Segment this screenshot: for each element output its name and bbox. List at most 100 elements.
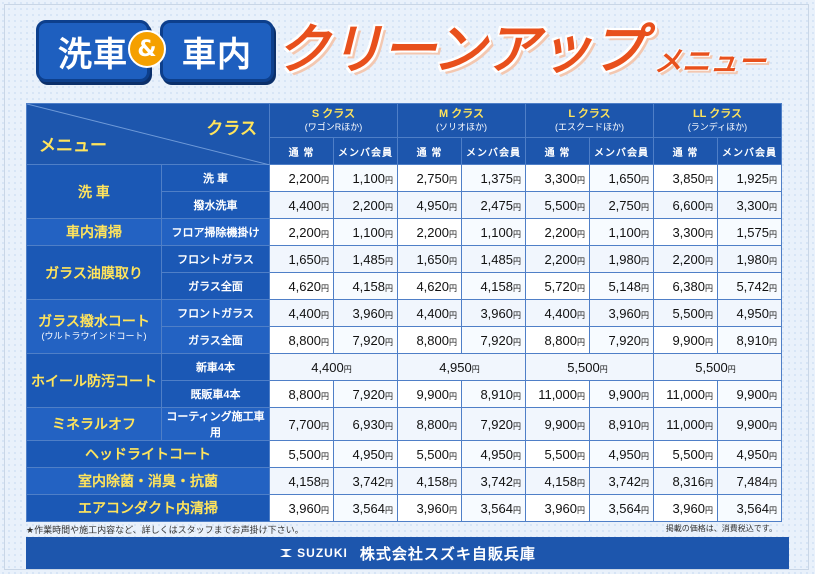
price-value: 5,500 [544,446,577,462]
menu-category: ガラス油膜取り [26,245,162,300]
yen-unit: 円 [321,478,329,488]
price-cell: 4,158円 [525,467,590,495]
class-sub: (ランディほか) [687,121,748,132]
yen-unit: 円 [513,391,521,401]
menu-category: ヘッドライトコート [26,440,270,468]
price-value: 3,564 [480,500,513,516]
price-cell: 1,100円 [333,218,398,246]
menu-subcategory-label: 新車4本 [195,362,236,374]
yen-unit: 円 [449,256,457,266]
price-cell: 9,900円 [525,407,590,441]
price-cell: 3,960円 [461,299,526,327]
price-value: 8,800 [416,416,449,432]
price-cell: 4,158円 [461,272,526,300]
price-cell: 2,750円 [589,191,654,219]
price-value: 4,950 [736,446,769,462]
price-cell: 8,910円 [589,407,654,441]
price-value: 5,148 [608,278,641,294]
price-value: 3,564 [608,500,641,516]
price-cell: 6,930円 [333,407,398,441]
price-value: 1,375 [480,170,513,186]
price-value: 2,200 [416,224,449,240]
price-cell: 7,920円 [461,326,526,354]
menu-subcategory-label: 洗 車 [202,173,229,185]
yen-unit: 円 [769,310,777,320]
price-cell: 1,100円 [589,218,654,246]
price-cell: 4,620円 [269,272,334,300]
price-value: 4,950 [439,359,472,375]
price-cell: 2,200円 [525,218,590,246]
price-cell: 2,200円 [653,245,718,273]
yen-unit: 円 [449,421,457,431]
regular-price-header: 通 常 [653,137,718,165]
price-cell: 8,800円 [397,407,462,441]
menu-subcategory: 洗 車 [161,164,270,192]
price-cell: 1,100円 [333,164,398,192]
menu-subcategory: ガラス全面 [161,326,270,354]
price-cell: 9,900円 [653,326,718,354]
yen-unit: 円 [769,478,777,488]
price-value: 2,200 [544,224,577,240]
price-cell: 3,300円 [653,218,718,246]
yen-unit: 円 [769,337,777,347]
price-cell: 2,750円 [397,164,462,192]
price-value: 7,920 [480,332,513,348]
table-row: ガラス撥水コート (ウルトラウインドコート) フロントガラス 4,400円 3,960円… [26,299,782,354]
menu-subcategory: フロア掃除機掛け [161,218,270,246]
menu-category-label: ヘッドライトコート [85,446,211,462]
menu-category: ガラス撥水コート (ウルトラウインドコート) [26,299,162,354]
price-value: 7,700 [288,416,321,432]
price-cell: 4,950円 [397,191,462,219]
menu-category: ホイール防汚コート [26,353,162,408]
price-cell: 9,900円 [589,380,654,408]
price-value: 1,650 [288,251,321,267]
price-value: 3,960 [480,305,513,321]
yen-unit: 円 [321,310,329,320]
price-value: 3,564 [352,500,385,516]
menu-subcategory-label: ガラス全面 [188,335,243,347]
class-header-m: M クラス (ソリオほか) [397,103,526,138]
price-value: 1,980 [608,251,641,267]
price-value: 2,200 [672,251,705,267]
menu-subcategory: フロントガラス [161,245,270,273]
table-row: 車内清掃 フロア掃除機掛け 2,200円 1,100円 2,200円 1,100円 2,20… [26,218,782,246]
yen-unit: 円 [769,256,777,266]
price-cell: 4,158円 [397,467,462,495]
price-value: 3,300 [736,197,769,213]
menu-category: エアコンダクト内清掃 [26,494,270,522]
table-row: ガラス全面 8,800円 7,920円 8,800円 7,920円 8,800円 7,920… [27,326,782,354]
price-cell: 5,500円 [525,353,654,381]
yen-unit: 円 [705,505,713,515]
yen-unit: 円 [641,478,649,488]
price-value: 5,500 [567,359,600,375]
price-cell: 4,950円 [333,440,398,468]
price-value: 5,742 [736,278,769,294]
price-cell: 8,800円 [269,380,334,408]
class-header-ll: LL クラス (ランディほか) [653,103,782,138]
yen-unit: 円 [321,337,329,347]
yen-unit: 円 [577,283,585,293]
yen-unit: 円 [513,451,521,461]
member-price-header: メンバ会員 [461,137,526,165]
corner-divider-line [27,104,270,165]
menu-category-label: ガラス油膜取り [45,264,143,281]
price-value: 3,564 [736,500,769,516]
price-cell: 6,600円 [653,191,718,219]
price-cell: 5,500円 [653,440,718,468]
price-value: 4,158 [288,473,321,489]
yen-unit: 円 [769,229,777,239]
table-row: エアコンダクト内清掃 3,960円 3,564円 3,960円 3,564円 3,960円… [26,494,782,522]
yen-unit: 円 [577,175,585,185]
table-row: 撥水洗車 4,400円 2,200円 4,950円 2,475円 5,500円 2,750円… [27,191,782,219]
yen-unit: 円 [577,421,585,431]
yen-unit: 円 [321,421,329,431]
price-cell: 11,000円 [653,407,718,441]
price-value: 3,742 [352,473,385,489]
regular-price-header: 通 常 [269,137,334,165]
yen-unit: 円 [641,505,649,515]
yen-unit: 円 [385,310,393,320]
yen-unit: 円 [641,421,649,431]
price-value: 3,960 [608,305,641,321]
company-name: 株式会社スズキ自販兵庫 [359,545,536,563]
regular-price-header: 通 常 [525,137,590,165]
